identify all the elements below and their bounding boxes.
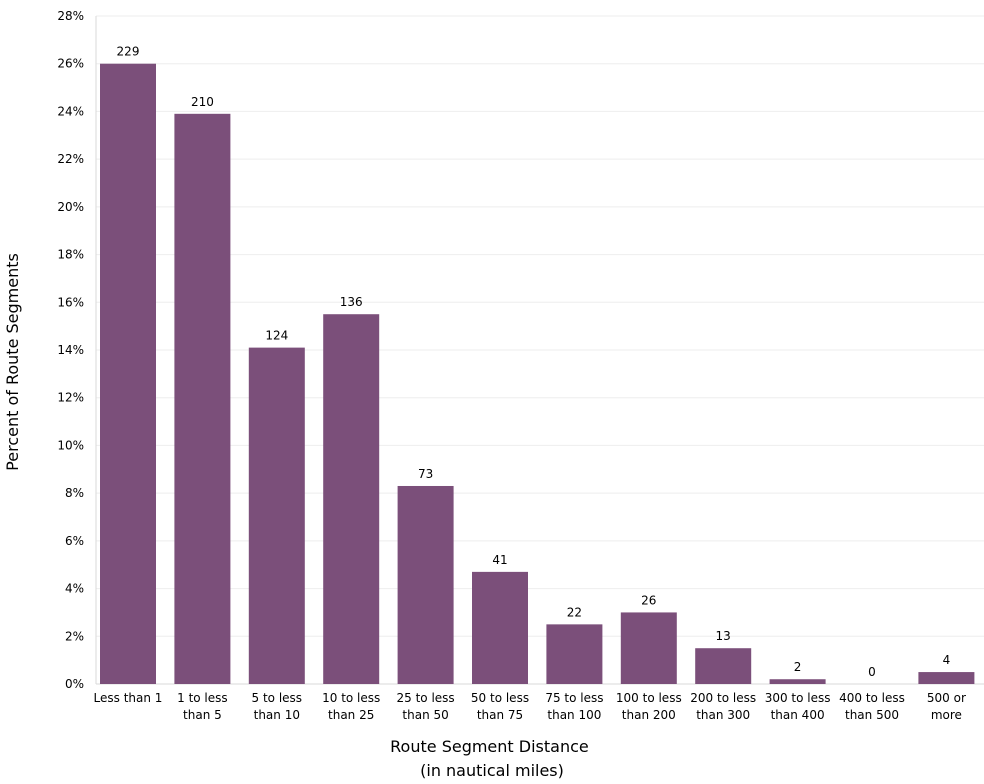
x-axis-title-line-2: (in nautical miles) (420, 761, 564, 780)
y-tick-label: 8% (65, 486, 84, 500)
y-tick-label: 6% (65, 534, 84, 548)
bar (472, 571, 528, 684)
x-category-label: 75 to less than 100 (545, 691, 603, 722)
x-category-label-line: 200 to less (690, 691, 756, 705)
x-category-label: 5 to less than 10 (252, 691, 303, 722)
x-category-label: 200 to less than 300 (690, 691, 756, 722)
x-category-label-line: than 5 (183, 708, 222, 722)
bar (174, 113, 231, 685)
bar-value-label: 4 (943, 653, 951, 667)
y-tick-label: 2% (65, 629, 84, 643)
bar-value-label: 136 (340, 295, 363, 309)
y-tick-label: 18% (57, 248, 84, 262)
y-axis-title: Percent of Route Segments (3, 253, 22, 471)
x-category-label-line: than 400 (771, 708, 825, 722)
bar (695, 648, 752, 684)
x-category-label: Less than 1 (94, 691, 163, 705)
bar (397, 485, 454, 684)
y-tick-label: 28% (57, 9, 84, 23)
y-tick-label: 12% (57, 391, 84, 405)
bar (248, 347, 305, 684)
x-category-label-line: 50 to less (471, 691, 529, 705)
bar-value-label: 124 (265, 329, 288, 343)
x-category-label-line: than 50 (402, 708, 448, 722)
bar-value-label: 0 (868, 665, 876, 679)
x-category-label-line: 300 to less (765, 691, 831, 705)
bar-value-label: 41 (492, 553, 507, 567)
x-category-label: 50 to less than 75 (471, 691, 529, 722)
y-tick-label: 22% (57, 152, 84, 166)
x-category-label-line: 500 or (927, 691, 966, 705)
y-tick-label: 24% (57, 104, 84, 118)
x-category-label-line: 75 to less (545, 691, 603, 705)
x-category-label-line: than 200 (622, 708, 676, 722)
bar-value-label: 2 (794, 660, 802, 674)
y-tick-label: 16% (57, 295, 84, 309)
y-tick-label: 20% (57, 200, 84, 214)
x-category-label-line: Less than 1 (94, 691, 163, 705)
x-category-label-line: 400 to less (839, 691, 905, 705)
y-tick-label: 26% (57, 57, 84, 71)
x-category-label-line: 1 to less (177, 691, 228, 705)
bar (323, 314, 380, 684)
x-category-label-line: 10 to less (322, 691, 380, 705)
bar-value-label: 73 (418, 467, 433, 481)
x-category-label-line: than 500 (845, 708, 899, 722)
bar-value-label: 22 (567, 605, 582, 619)
y-axis-ticks: 0% 2% 4% 6% 8% 10% 12% 14% 16% 18% 20% 22% 24% 26% 28% (57, 9, 84, 691)
x-category-label-line: 25 to less (397, 691, 455, 705)
bar-value-label: 229 (117, 45, 140, 59)
x-category-label: 300 to less than 400 (765, 691, 831, 722)
bar (769, 679, 826, 684)
x-category-label-line: than 10 (254, 708, 300, 722)
x-category-label: 400 to less than 500 (839, 691, 905, 722)
bar-value-label: 13 (716, 629, 731, 643)
x-category-label: 25 to less than 50 (397, 691, 455, 722)
bars (100, 63, 975, 685)
x-category-label-line: than 100 (547, 708, 601, 722)
x-axis-title: Route Segment Distance (in nautical mile… (390, 737, 594, 780)
y-tick-label: 4% (65, 582, 84, 596)
x-category-label-line: 5 to less (252, 691, 303, 705)
x-category-label-line: than 75 (477, 708, 523, 722)
bar (620, 612, 677, 684)
x-category-label: 100 to less than 200 (616, 691, 682, 722)
x-category-label-line: than 25 (328, 708, 374, 722)
y-tick-label: 10% (57, 438, 84, 452)
bar-value-label: 26 (641, 593, 656, 607)
data-labels: 229 210 124 136 73 41 22 26 13 2 0 4 (117, 45, 951, 679)
bar (546, 624, 603, 684)
x-category-label-line: 100 to less (616, 691, 682, 705)
y-tick-label: 14% (57, 343, 84, 357)
bar (918, 672, 975, 684)
x-category-label: 500 or more (927, 691, 966, 722)
x-category-label: 1 to less than 5 (177, 691, 228, 722)
x-category-label-line: more (931, 708, 962, 722)
x-axis-categories: Less than 1 1 to less than 5 5 to less than … (94, 691, 966, 722)
y-tick-label: 0% (65, 677, 84, 691)
x-category-label-line: than 300 (696, 708, 750, 722)
bar-value-label: 210 (191, 95, 214, 109)
bar (100, 63, 156, 684)
x-axis-title-line-1: Route Segment Distance (390, 737, 589, 756)
x-category-label: 10 to less than 25 (322, 691, 380, 722)
gridlines (95, 15, 984, 685)
